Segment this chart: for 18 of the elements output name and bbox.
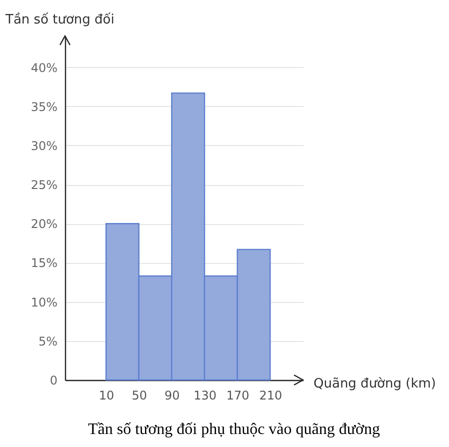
x-tick-label: 50 <box>132 388 148 402</box>
x-tick-label: 130 <box>194 388 216 402</box>
x-tick-label: 210 <box>259 388 282 402</box>
x-axis-title: Quãng đường (km) <box>314 376 436 392</box>
y-tick-label: 15% <box>30 256 58 270</box>
y-tick-label: 20% <box>30 217 58 232</box>
x-tick-label: 10 <box>98 388 114 402</box>
text: Tần số tương đối phụ thuộc vào quãng đường <box>88 421 380 438</box>
x-tick-label: 170 <box>226 388 250 402</box>
y-tick-label: 40% <box>30 60 58 75</box>
y-axis-title: Tần số tương đối <box>4 12 114 28</box>
y-tick-label: 5% <box>38 334 58 348</box>
y-tick-label: 35% <box>30 100 58 114</box>
x-tick-label: 90 <box>164 388 180 402</box>
y-tick-label: 30% <box>30 138 58 153</box>
y-tick-label: 0 <box>50 374 58 388</box>
y-tick-label: 25% <box>30 178 58 192</box>
y-tick-label: 10% <box>30 295 58 310</box>
